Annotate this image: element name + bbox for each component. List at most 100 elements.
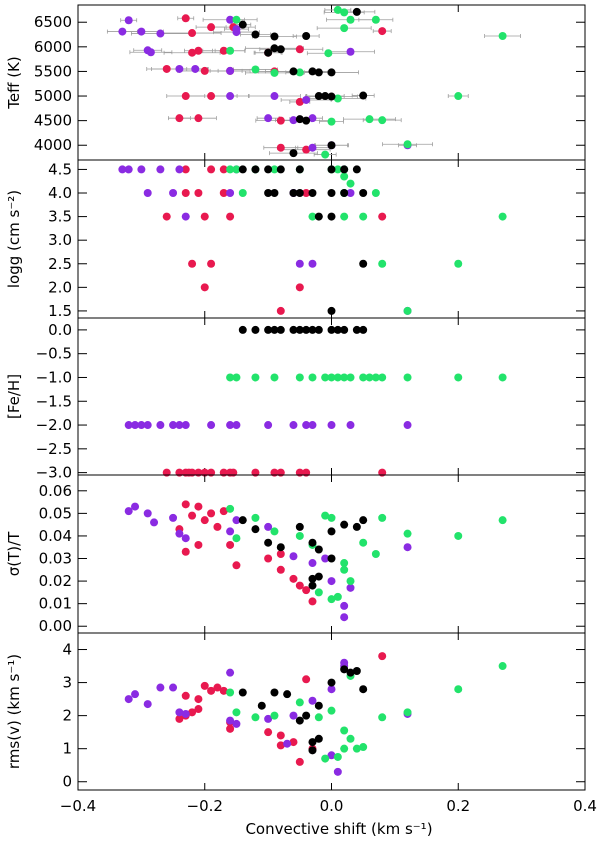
point-black [276,165,285,174]
point-black [264,538,273,547]
point-purple [143,700,152,709]
point-green [333,5,342,14]
point-black [314,545,323,554]
point-black [352,165,361,174]
y-tick-label: −1.5 [36,392,72,410]
point-purple [156,165,165,174]
point-purple [169,189,178,198]
point-purple [124,421,133,430]
point-red [181,92,190,101]
point-black [327,678,336,687]
y-tick-label: 1 [62,740,72,758]
point-black [238,20,247,29]
point-purple [346,189,355,198]
point-purple [226,527,235,536]
point-purple [124,16,133,25]
point-green [340,744,349,753]
y-axis-title-teff: Teff (K) [5,56,23,110]
point-red [181,165,190,174]
point-black [251,525,260,534]
point-purple [175,64,184,73]
point-green [365,115,374,124]
point-red [378,27,387,36]
point-green [333,592,342,601]
point-green [498,662,507,671]
y-tick-label: 0.03 [39,550,72,568]
point-black [340,520,349,529]
point-green [251,713,260,722]
point-red [200,516,209,525]
point-black [251,30,260,39]
point-black [327,68,336,77]
point-black [276,325,285,334]
point-red [213,522,222,531]
point-purple [118,27,127,36]
point-green [321,754,330,763]
point-purple [156,29,165,38]
point-purple [137,421,146,430]
point-purple [232,421,241,430]
point-black [327,554,336,563]
point-green [454,259,463,268]
point-black [314,701,323,710]
point-red [276,550,285,558]
point-black [308,538,317,547]
point-black [302,711,311,720]
point-black [308,738,317,747]
y-tick-label: −1.0 [36,368,72,386]
point-green [371,550,380,558]
point-purple [270,92,279,101]
point-black [270,32,279,41]
point-red [181,500,190,509]
point-red [175,714,184,723]
point-black [270,325,279,334]
point-red [207,509,216,518]
y-tick-label: −3.0 [36,464,72,482]
y-tick-label: 3.0 [48,231,72,249]
panel-sigmaT: 0.00 0.01 0.02 0.03 0.04 0.05 0.06 σ(T)/T [5,474,586,635]
point-black [264,165,273,174]
point-green [321,511,330,520]
point-green [314,713,323,722]
point-black [352,522,361,531]
point-green [340,726,349,735]
point-purple [175,421,184,430]
point-green [359,212,368,221]
point-green [327,117,336,126]
panel-logg: 1.5 2.0 2.5 3.0 3.5 4.0 4.5 logg (cm s⁻²) [5,159,586,320]
point-purple [226,66,235,75]
point-green [378,116,387,125]
point-green [270,68,279,77]
point-red [188,708,197,717]
point-green [346,373,355,382]
point-green [340,559,349,568]
point-green [327,513,336,522]
point-purple [175,165,184,174]
panel-frame [77,159,586,319]
point-green [340,24,349,33]
point-purple [264,421,273,430]
point-red [276,741,285,750]
point-purple [333,767,342,776]
point-black [264,48,273,57]
point-green [378,373,387,382]
point-purple [264,714,273,723]
point-black [270,189,279,198]
point-black [333,325,342,334]
x-tick-label: −0.4 [60,797,96,815]
point-red [302,586,311,595]
point-black [359,91,368,100]
point-red [181,691,190,700]
point-green [403,306,412,315]
point-black [238,325,247,334]
point-red [188,29,197,38]
point-green [378,713,387,722]
point-green [295,373,304,382]
point-red [207,92,216,101]
point-black [295,325,304,334]
point-black [238,688,247,697]
point-purple [327,577,336,586]
point-red [302,145,311,154]
point-purple [118,165,127,174]
point-black [327,527,336,536]
